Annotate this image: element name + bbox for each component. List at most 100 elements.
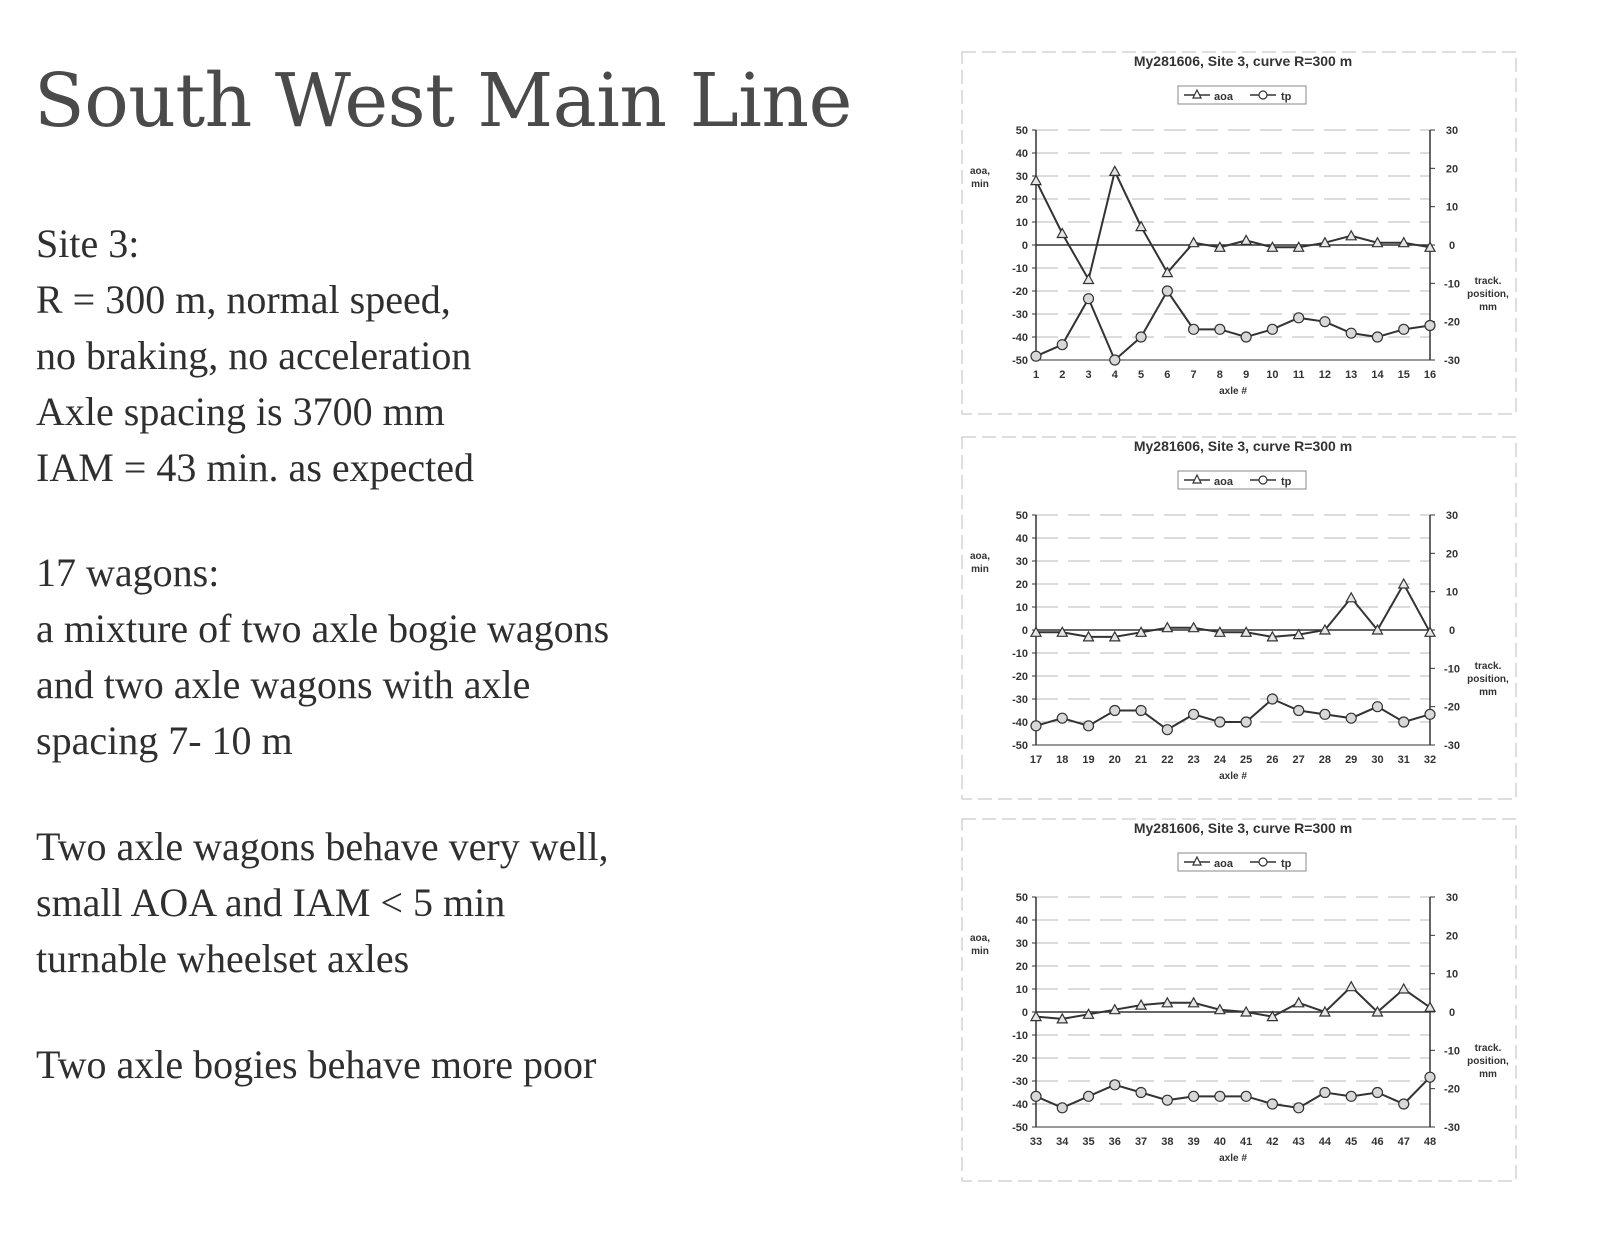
x-tick-label: 32 [1424,754,1436,766]
right-tick-label: -30 [1444,740,1460,752]
x-tick-label: 46 [1371,1136,1383,1148]
data-point-aoa [1135,998,1148,1010]
left-tick-label: 50 [1016,892,1028,904]
right-tick-label: -20 [1444,317,1460,329]
y2-axis-label-line: mm [1479,1069,1497,1080]
data-point-aoa [1240,234,1253,245]
left-tick-label: 0 [1022,1007,1028,1019]
data-point-tp [1293,312,1305,324]
chart-frame [961,51,1517,415]
x-tick-label: 13 [1345,369,1357,381]
text-line: a mixture of two axle bogie wagons [36,606,610,651]
data-point-aoa [1108,630,1121,642]
series-line-tp [1035,1076,1431,1109]
legend-aoa-label: aoa [1214,91,1234,103]
data-point-aoa [1318,1005,1331,1017]
x-tick-label: 15 [1398,369,1410,381]
chart-axles-1-16: My281606, Site 3, curve R=300 m aoa tp -50 -… [960,48,1520,418]
left-tick-label: 40 [1016,533,1028,545]
left-tick-label: -50 [1012,355,1028,367]
y-axis-label-line: aoa, [970,933,990,944]
left-tick-label: -30 [1012,1076,1028,1088]
x-tick-label: 23 [1187,754,1199,766]
text-line: Axle spacing is 3700 mm [36,389,445,434]
x-tick-label: 48 [1424,1136,1436,1148]
y2-axis-label-line: track. [1475,661,1502,672]
right-tick-label: -10 [1444,278,1460,290]
data-point-tp [1424,1071,1436,1083]
left-tick-label: -40 [1012,332,1028,344]
chart-legend: aoa tp [1177,470,1307,490]
legend-circle-marker [1258,90,1268,100]
x-tick-label: 40 [1214,1136,1226,1148]
x-tick-label: 18 [1056,754,1068,766]
right-tick-label: 10 [1446,587,1458,599]
left-tick-label: 30 [1016,938,1028,950]
y2-axis-label-line: track. [1475,1043,1502,1054]
y-axis-label-line: aoa, [970,166,990,177]
chart-legend: aoa tp [1177,85,1307,105]
data-point-tp [1240,331,1252,343]
data-point-aoa [1029,1010,1043,1022]
data-point-aoa [1266,630,1279,642]
x-tick-label: 25 [1240,754,1252,766]
x-tick-label: 8 [1217,369,1223,381]
data-point-tp [1161,724,1173,736]
x-tick-label: 6 [1164,369,1170,381]
data-point-tp [1135,331,1147,343]
data-point-aoa [1423,626,1437,637]
x-tick-label: 39 [1187,1136,1199,1148]
data-point-aoa [1292,996,1305,1008]
y-axis-label: aoa, min [970,933,990,957]
left-tick-label: -40 [1012,717,1028,729]
data-point-tp [1056,712,1068,724]
data-point-aoa [1345,229,1358,241]
data-point-aoa [1161,621,1174,633]
data-point-tp [1319,708,1331,720]
left-tick-label: 40 [1016,915,1028,927]
left-tick-label: 10 [1016,602,1028,614]
y2-axis-label-line: track. [1475,276,1502,287]
right-tick-label: 30 [1446,510,1458,522]
left-tick-label: 30 [1016,171,1028,183]
x-tick-label: 16 [1424,369,1436,381]
right-tick-label: 20 [1446,930,1458,942]
data-point-aoa [1266,1010,1279,1022]
left-tick-label: 20 [1016,961,1028,973]
chart-title: My281606, Site 3, curve R=300 m [1134,438,1352,454]
data-point-aoa [1161,266,1174,278]
y-axis-label-line: min [971,564,989,575]
data-point-aoa [1397,236,1410,248]
text-line: Site 3: [36,221,140,266]
data-point-tp [1293,704,1305,717]
chart-svg: My281606, Site 3, curve R=300 m aoa tp -50 -… [961,51,1517,415]
chart-axles-33-48: My281606, Site 3, curve R=300 m aoa tp -50 -… [960,815,1520,1185]
left-tick-label: -10 [1012,1030,1028,1042]
left-tick-label: 0 [1022,240,1028,252]
chart-legend: aoa tp [1177,852,1307,872]
site-description: Site 3: R = 300 m, normal speed, no brak… [36,216,474,496]
x-tick-label: 24 [1214,754,1227,766]
x-tick-label: 7 [1191,369,1197,381]
legend-box [1177,852,1307,872]
series-line-aoa [1035,168,1431,283]
data-point-aoa [1082,630,1095,642]
left-tick-label: -30 [1012,694,1028,706]
right-tick-label: 0 [1449,625,1455,637]
left-tick-label: -10 [1012,263,1028,275]
legend-box [1177,470,1307,490]
left-tick-label: -20 [1012,286,1028,298]
data-point-tp [1424,319,1436,332]
left-tick-label: 20 [1016,194,1028,206]
data-point-aoa [1397,982,1410,994]
data-point-tp [1398,323,1410,335]
left-tick-label: -20 [1012,671,1028,683]
x-tick-label: 28 [1319,754,1331,766]
y-axis-label-line: min [971,946,989,957]
data-point-aoa [1056,626,1069,637]
legend-aoa-label: aoa [1214,476,1234,488]
series-line-tp [1035,697,1431,731]
right-tick-label: 10 [1446,969,1458,981]
data-point-tp [1424,708,1436,720]
series-line-aoa [1035,985,1431,1020]
